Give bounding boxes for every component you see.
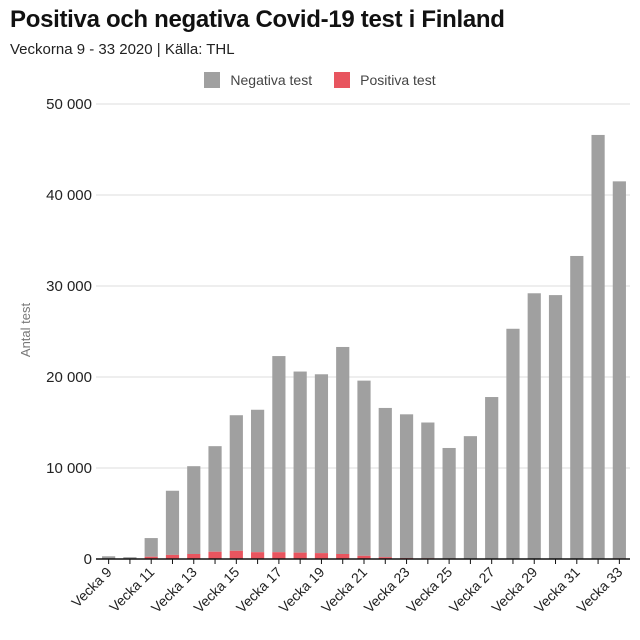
bar-negative xyxy=(527,293,541,559)
chart-title: Positiva och negativa Covid-19 test i Fi… xyxy=(10,6,505,33)
legend: Negativa test Positiva test xyxy=(0,72,640,88)
bar-negative xyxy=(357,380,371,556)
x-tick-label: Vecka 33 xyxy=(573,564,625,616)
legend-label-negative: Negativa test xyxy=(230,72,313,88)
y-tick-label: 10 000 xyxy=(46,460,92,477)
bar-negative xyxy=(293,371,307,553)
y-axis-title: Antal test xyxy=(18,303,33,358)
bar-negative xyxy=(463,436,477,559)
x-tick-label: Vecka 19 xyxy=(276,564,328,616)
bar-negative xyxy=(591,134,605,559)
bar-negative xyxy=(187,466,201,554)
bar-positive xyxy=(187,553,201,559)
bar-positive xyxy=(165,554,180,559)
x-tick-label: Vecka 15 xyxy=(190,564,242,616)
bar-positive xyxy=(357,555,371,559)
bar-negative xyxy=(378,407,392,558)
bar-negative xyxy=(548,295,563,559)
bar-positive xyxy=(229,550,243,559)
bar-negative xyxy=(612,181,626,559)
bar-positive xyxy=(336,553,350,559)
legend-item-positive: Positiva test xyxy=(334,72,436,88)
y-tick-label: 50 000 xyxy=(46,96,92,113)
bar-negative xyxy=(336,346,350,554)
y-tick-label: 20 000 xyxy=(46,369,92,386)
bar-positive xyxy=(378,557,392,559)
bar-positive xyxy=(272,552,286,559)
bar-positive xyxy=(314,553,329,559)
bar-positive xyxy=(251,552,265,559)
bar-negative xyxy=(570,255,584,559)
bar-negative xyxy=(208,446,222,552)
bar-negative xyxy=(442,447,456,559)
y-axis-ticks: 0 10 000 20 000 30 000 40 000 50 000 xyxy=(46,96,92,568)
legend-item-negative: Negativa test xyxy=(204,72,312,88)
bar-negative xyxy=(485,397,499,559)
x-tick-label: Vecka 27 xyxy=(446,564,498,616)
bar-negative xyxy=(123,557,137,559)
x-tick-label: Vecka 29 xyxy=(488,564,540,616)
bar-negative xyxy=(272,356,286,553)
x-tick-label: Vecka 25 xyxy=(403,564,455,616)
bar-positive xyxy=(144,556,158,559)
x-tick-label: Vecka 31 xyxy=(531,564,583,616)
bar-negative xyxy=(144,538,158,557)
chart-subtitle: Veckorna 9 - 33 2020 | Källa: THL xyxy=(10,41,235,58)
bar-negative xyxy=(421,422,435,559)
y-tick-label: 40 000 xyxy=(46,187,92,204)
legend-swatch-negative xyxy=(204,72,221,88)
legend-swatch-positive xyxy=(334,72,351,88)
bar-negative xyxy=(165,490,180,555)
bar-negative xyxy=(506,328,520,559)
y-tick-label: 0 xyxy=(84,551,92,568)
x-tick-label: Vecka 17 xyxy=(233,564,285,616)
x-tick-label: Vecka 21 xyxy=(318,564,370,616)
x-tick-label: Vecka 13 xyxy=(148,564,200,616)
bar-positive xyxy=(208,551,222,559)
x-tick-label: Vecka 23 xyxy=(361,564,413,616)
y-tick-label: 30 000 xyxy=(46,278,92,295)
legend-label-positive: Positiva test xyxy=(360,72,436,88)
bar-negative xyxy=(314,374,329,554)
bar-negative xyxy=(229,415,243,551)
bars xyxy=(96,134,630,560)
bar-negative xyxy=(102,556,116,559)
bar-negative xyxy=(399,414,414,559)
bar-positive xyxy=(293,552,307,559)
bar-negative xyxy=(251,409,265,553)
